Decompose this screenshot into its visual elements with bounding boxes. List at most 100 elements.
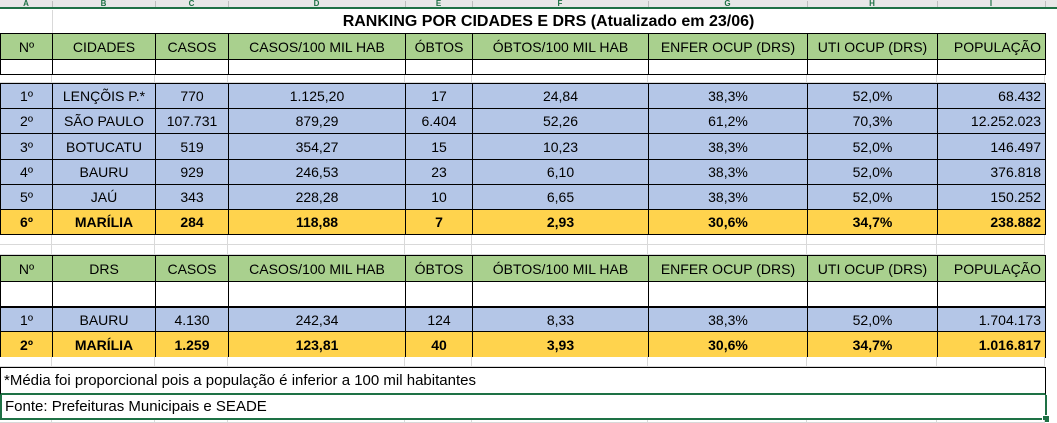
empty-cell[interactable] <box>648 245 807 255</box>
empty-cell[interactable] <box>938 282 1046 307</box>
cidades-row-cell[interactable]: 3º <box>1 134 53 160</box>
drs-row-cell[interactable]: 4.130 <box>156 308 229 332</box>
cidades-header-cell[interactable]: CASOS/100 MIL HAB <box>229 34 406 60</box>
cidades-row-cell[interactable]: 284 <box>156 210 229 235</box>
cidades-row-cell[interactable]: SÃO PAULO <box>53 109 156 134</box>
column-header-D[interactable]: D <box>313 0 320 8</box>
footnote-note-cell[interactable]: *Média foi proporcional pois a população… <box>0 367 1046 395</box>
cidades-row-cell[interactable]: 354,27 <box>229 134 406 160</box>
cidades-header-cell[interactable]: POPULAÇÃO <box>938 34 1046 60</box>
empty-cell[interactable] <box>807 357 937 367</box>
column-header-G[interactable]: G <box>724 0 731 8</box>
column-header-B[interactable]: B <box>100 0 107 8</box>
cidades-row-cell[interactable]: 4º <box>1 160 53 185</box>
cidades-row-cell[interactable]: LENÇÕIS P.* <box>53 84 156 109</box>
drs-row-cell[interactable]: 38,3% <box>649 308 808 332</box>
empty-cell[interactable] <box>472 235 648 245</box>
cidades-row-cell[interactable]: 343 <box>156 185 229 210</box>
cidades-row-cell[interactable]: 61,2% <box>649 109 808 134</box>
cidades-row-cell[interactable]: 24,84 <box>473 84 649 109</box>
empty-cell[interactable] <box>155 75 228 83</box>
cidades-row-cell[interactable]: 12.252.023 <box>938 109 1046 134</box>
drs-header-cell[interactable]: ÓBTOS <box>406 256 473 282</box>
cidades-row-cell[interactable]: 52,0% <box>808 185 938 210</box>
empty-cell[interactable] <box>807 75 937 83</box>
empty-cell[interactable] <box>937 75 1045 83</box>
cidades-row-cell[interactable]: 52,0% <box>808 134 938 160</box>
drs-header-cell[interactable]: DRS <box>53 256 156 282</box>
drs-row-cell[interactable]: 123,81 <box>229 332 406 358</box>
drs-row-cell[interactable]: MARÍLIA <box>53 332 156 358</box>
empty-cell[interactable] <box>156 60 229 75</box>
drs-row-cell[interactable]: 1º <box>1 308 53 332</box>
empty-cell[interactable] <box>155 235 228 245</box>
cidades-row-cell[interactable]: 52,0% <box>808 84 938 109</box>
cidades-row-cell[interactable]: 10,23 <box>473 134 649 160</box>
cidades-row-cell[interactable]: 15 <box>406 134 473 160</box>
drs-row-cell[interactable]: 40 <box>406 332 473 358</box>
drs-row-cell[interactable]: 52,0% <box>808 308 938 332</box>
cidades-header-cell[interactable]: UTI OCUP (DRS) <box>808 34 938 60</box>
empty-cell[interactable] <box>229 282 406 307</box>
empty-cell[interactable] <box>649 60 808 75</box>
column-header-I[interactable]: I <box>989 0 993 8</box>
column-header-E[interactable]: E <box>435 0 442 8</box>
empty-cell[interactable] <box>807 245 937 255</box>
cidades-row-cell[interactable]: 52,26 <box>473 109 649 134</box>
drs-row-cell[interactable]: 124 <box>406 308 473 332</box>
empty-cell[interactable] <box>405 357 472 367</box>
cidades-row-cell[interactable]: 770 <box>156 84 229 109</box>
column-header-A[interactable]: A <box>23 0 29 8</box>
empty-cell[interactable] <box>52 245 155 255</box>
cidades-row-cell[interactable]: 38,3% <box>649 160 808 185</box>
empty-cell[interactable] <box>228 357 405 367</box>
empty-cell[interactable] <box>406 60 473 75</box>
empty-cell[interactable] <box>648 357 807 367</box>
cidades-row-cell[interactable]: 107.731 <box>156 109 229 134</box>
empty-cell[interactable] <box>808 282 938 307</box>
empty-cell[interactable] <box>405 235 472 245</box>
cidades-row-cell[interactable]: 6,65 <box>473 185 649 210</box>
cidades-row-cell[interactable]: 17 <box>406 84 473 109</box>
cidades-row-cell[interactable]: 228,28 <box>229 185 406 210</box>
cidades-row-cell[interactable]: BAURU <box>53 160 156 185</box>
empty-cell[interactable] <box>649 282 808 307</box>
empty-cell[interactable] <box>229 60 406 75</box>
empty-cell[interactable] <box>52 235 155 245</box>
empty-cell[interactable] <box>938 60 1046 75</box>
cidades-header-cell[interactable]: ÓBTOS <box>406 34 473 60</box>
empty-cell[interactable] <box>0 357 52 367</box>
cidades-header-cell[interactable]: CIDADES <box>53 34 156 60</box>
empty-cell[interactable] <box>808 60 938 75</box>
empty-cell[interactable] <box>648 235 807 245</box>
empty-cell[interactable] <box>405 245 472 255</box>
drs-row-cell[interactable]: 8,33 <box>473 308 649 332</box>
cidades-row-cell[interactable]: 7 <box>406 210 473 235</box>
cidades-row-cell[interactable]: 118,88 <box>229 210 406 235</box>
cidades-row-cell[interactable]: 1.125,20 <box>229 84 406 109</box>
cidades-row-cell[interactable]: 929 <box>156 160 229 185</box>
cidades-row-cell[interactable]: 238.882 <box>938 210 1046 235</box>
empty-cell[interactable] <box>472 357 648 367</box>
cidades-row-cell[interactable]: 68.432 <box>938 84 1046 109</box>
cidades-header-cell[interactable]: Nº <box>1 34 53 60</box>
drs-row-cell[interactable]: 1.016.817 <box>938 332 1046 358</box>
empty-cell[interactable] <box>405 75 472 83</box>
cidades-row-cell[interactable]: 2,93 <box>473 210 649 235</box>
empty-cell[interactable] <box>0 245 52 255</box>
cidades-row-cell[interactable]: 5º <box>1 185 53 210</box>
empty-cell[interactable] <box>473 282 649 307</box>
cidades-row-cell[interactable]: 246,53 <box>229 160 406 185</box>
empty-cell[interactable] <box>472 245 648 255</box>
empty-cell[interactable] <box>155 357 228 367</box>
cidades-row-cell[interactable]: 6º <box>1 210 53 235</box>
cidades-row-cell[interactable]: 23 <box>406 160 473 185</box>
column-header-F[interactable]: F <box>557 0 563 8</box>
drs-header-cell[interactable]: ENFER OCUP (DRS) <box>649 256 808 282</box>
column-header-H[interactable]: H <box>869 0 875 8</box>
cidades-row-cell[interactable]: 6.404 <box>406 109 473 134</box>
empty-cell[interactable] <box>155 245 228 255</box>
empty-cell[interactable] <box>648 75 807 83</box>
empty-cell[interactable] <box>52 357 155 367</box>
cidades-row-cell[interactable]: 2º <box>1 109 53 134</box>
